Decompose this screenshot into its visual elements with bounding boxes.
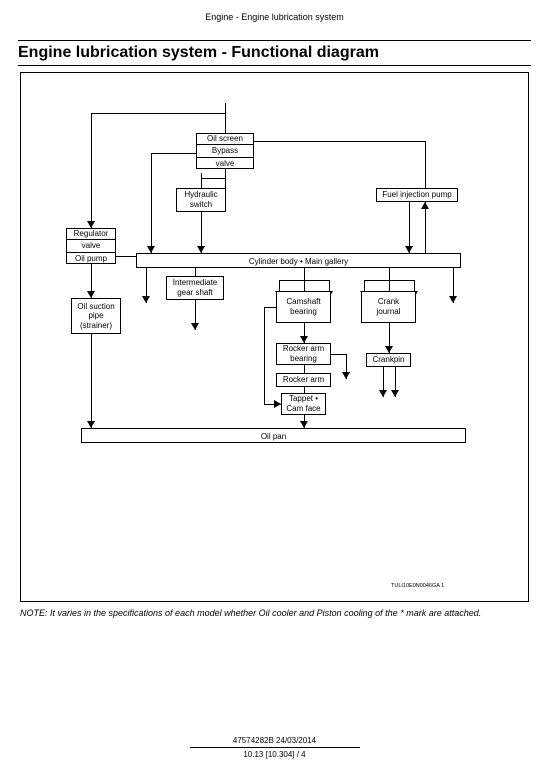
- box-oil_screen: Oil screenBypassvalve: [196, 133, 254, 169]
- flow-line: [425, 141, 426, 188]
- flow-line: [425, 202, 426, 253]
- flow-line: [91, 113, 225, 114]
- flow-line: [254, 141, 425, 142]
- box-fuel_inj: Fuel injection pump: [376, 188, 458, 202]
- flow-line: [195, 268, 196, 276]
- flow-line: [201, 178, 225, 179]
- arrow-down-icon: [191, 323, 199, 330]
- box-rocker_bear: Rocker armbearing: [276, 343, 331, 365]
- box-tappet: Tappet •Cam face: [281, 393, 326, 415]
- footer-page: 10.13 [10.304] / 4: [0, 750, 549, 759]
- arrow-up-icon: [421, 202, 429, 209]
- footer-id: 47574282B 24/03/2014: [0, 736, 549, 745]
- flow-line: [116, 256, 136, 257]
- arrow-down-icon: [342, 372, 350, 379]
- box-crank_j: Crankjournal: [361, 291, 416, 323]
- flow-line: [201, 173, 202, 188]
- flow-line: [151, 153, 196, 154]
- arrow-down-icon: [87, 421, 95, 428]
- page-header: Engine - Engine lubrication system: [0, 0, 549, 22]
- arrow-down-icon: [147, 246, 155, 253]
- flow-line: [304, 365, 305, 373]
- arrow-right-icon: [274, 400, 281, 408]
- box-crankpin: Crankpin: [366, 353, 411, 367]
- arrow-down-icon: [87, 291, 95, 298]
- arrow-down-icon: [379, 390, 387, 397]
- flow-line: [225, 113, 226, 133]
- arrow-down-icon: [391, 390, 399, 397]
- flow-line: [331, 354, 346, 355]
- arrow-down-icon: [142, 296, 150, 303]
- box-oil_suction: Oil suctionpipe(strainer): [71, 298, 121, 334]
- flow-line: [264, 307, 276, 308]
- diagram-frame: TULI10E0N0046GA 1 Oil screenBypassvalve H…: [20, 72, 529, 602]
- arrow-down-icon: [300, 421, 308, 428]
- box-hydraulic: Hydraulicswitch: [176, 188, 226, 212]
- title-rule-bottom: [18, 65, 531, 66]
- bar-oil_pan: Oil pan: [81, 428, 466, 443]
- title-block: Engine lubrication system - Functional d…: [0, 40, 549, 66]
- arrow-down-icon: [197, 246, 205, 253]
- box-rocker_arm: Rocker arm: [276, 373, 331, 387]
- flow-line: [225, 169, 226, 188]
- diagram-caption: TULI10E0N0046GA 1: [391, 583, 444, 589]
- flow-line: [91, 113, 92, 228]
- arrow-down-icon: [300, 336, 308, 343]
- flow-line: [225, 103, 226, 113]
- box-inter_gear: Intermediategear shaft: [166, 276, 224, 300]
- box-cam_bear: Camshaftbearing: [276, 291, 331, 323]
- bar-cyl_body: Cylinder body • Main gallery: [136, 253, 461, 268]
- flow-line: [364, 280, 414, 281]
- box-regulator: RegulatorvalveOil pump: [66, 228, 116, 264]
- flow-line: [264, 307, 265, 404]
- note-text: NOTE: It varies in the specifications of…: [20, 608, 529, 618]
- page-title: Engine lubrication system - Functional d…: [18, 41, 531, 65]
- arrow-down-icon: [449, 296, 457, 303]
- page-footer: 47574282B 24/03/2014 10.13 [10.304] / 4: [0, 736, 549, 759]
- footer-rule: [190, 747, 360, 748]
- flow-line: [151, 153, 152, 253]
- flow-line: [91, 334, 92, 428]
- arrow-down-icon: [385, 346, 393, 353]
- arrow-down-icon: [405, 246, 413, 253]
- flow-line: [279, 280, 329, 281]
